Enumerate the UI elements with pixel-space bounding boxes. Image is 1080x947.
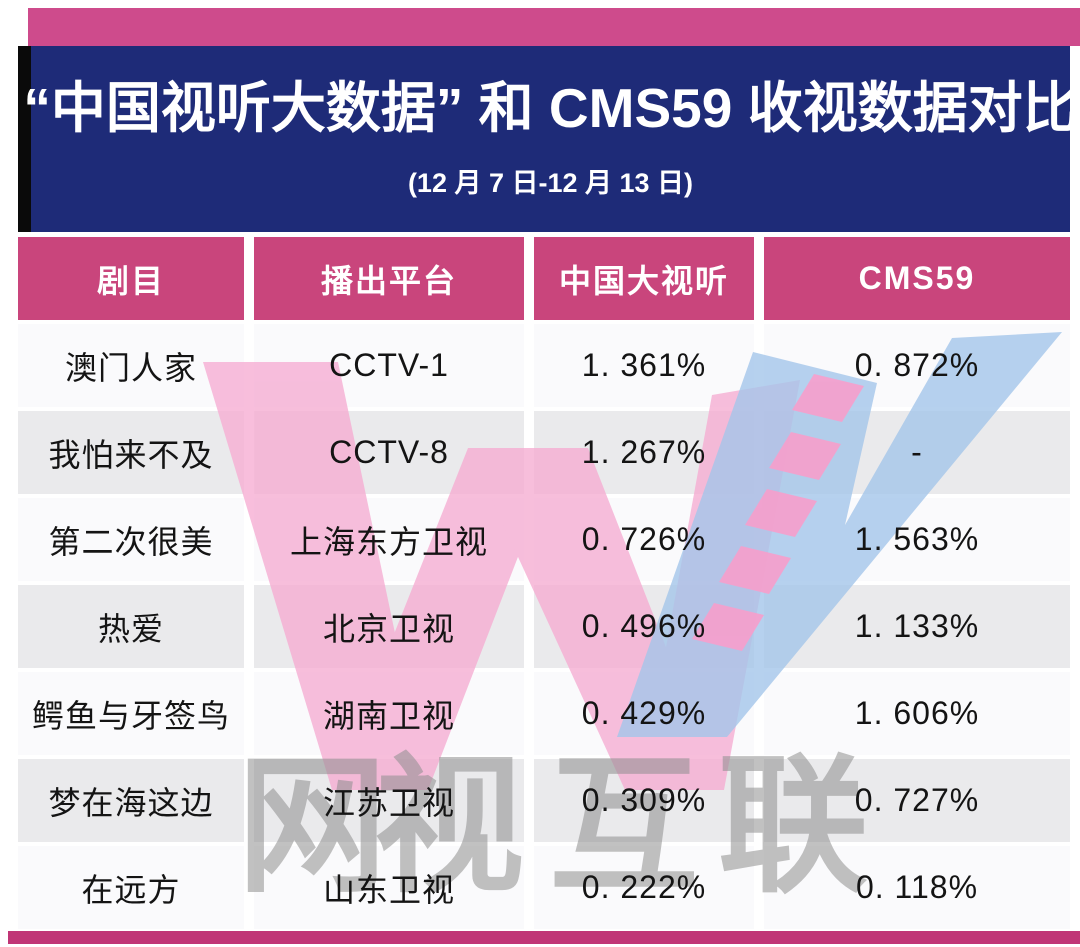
table-row: CCTV-8	[254, 411, 524, 494]
cvb-value: 0. 429%	[581, 695, 707, 731]
drama-title: 在远方	[81, 871, 181, 908]
page-title: “中国视听大数据” 和 CMS59 收视数据对比	[23, 77, 1078, 140]
table-row: 0. 727%	[764, 759, 1070, 842]
table-row: 北京卫视	[254, 585, 524, 668]
platform: 山东卫视	[322, 871, 455, 908]
platform: 北京卫视	[322, 610, 455, 647]
cvb-value: 1. 361%	[581, 347, 707, 383]
table-row: 上海东方卫视	[254, 498, 524, 581]
table-row: 热爱	[18, 585, 244, 668]
table-row: 1. 133%	[764, 585, 1070, 668]
drama-title: 梦在海这边	[48, 784, 214, 821]
cms-value: 0. 118%	[855, 869, 979, 905]
cvb-value: 0. 496%	[581, 608, 707, 644]
cvb-value: 0. 222%	[581, 869, 707, 905]
table-row: 我怕来不及	[18, 411, 244, 494]
table-row: 0. 118%	[764, 846, 1070, 929]
cms-value: 1. 133%	[854, 608, 980, 644]
header-col-cms59: CMS59	[764, 237, 1070, 320]
platform: CCTV-8	[329, 434, 449, 470]
table-row: 山东卫视	[254, 846, 524, 929]
table-row: 0. 496%	[534, 585, 754, 668]
cms-value: -	[911, 434, 923, 470]
table-row: 1. 361%	[534, 324, 754, 407]
table-row: -	[764, 411, 1070, 494]
header-col-drama: 剧目	[18, 237, 244, 320]
drama-title: 鳄鱼与牙签鸟	[31, 697, 230, 734]
page-subtitle: (12 月 7 日-12 月 13 日)	[407, 167, 694, 198]
header-label: 播出平台	[320, 262, 457, 299]
cms-value: 1. 563%	[854, 521, 980, 557]
cvb-value: 1. 267%	[581, 434, 707, 470]
table-row: 澳门人家	[18, 324, 244, 407]
drama-title: 第二次很美	[48, 523, 214, 560]
table-row: 0. 872%	[764, 324, 1070, 407]
cms-value: 1. 606%	[854, 695, 980, 731]
table-row: 湖南卫视	[254, 672, 524, 755]
cms-value: 0. 872%	[854, 347, 980, 383]
drama-title: 热爱	[97, 610, 164, 647]
table-row: 1. 606%	[764, 672, 1070, 755]
platform: 上海东方卫视	[289, 523, 488, 560]
bottom-accent-bar	[8, 931, 1080, 944]
table-row: 0. 222%	[534, 846, 754, 929]
table-row: 江苏卫视	[254, 759, 524, 842]
cms-value: 0. 727%	[854, 782, 980, 818]
platform: 江苏卫视	[322, 784, 455, 821]
table-row: 0. 309%	[534, 759, 754, 842]
header-label: CMS59	[858, 260, 976, 296]
table-row: 第二次很美	[18, 498, 244, 581]
table-row: 0. 726%	[534, 498, 754, 581]
header-col-cvb: 中国大视听	[534, 237, 754, 320]
header-label: 剧目	[96, 262, 165, 299]
platform: 湖南卫视	[322, 697, 455, 734]
table-row: 鳄鱼与牙签鸟	[18, 672, 244, 755]
drama-title: 澳门人家	[64, 349, 197, 386]
cvb-value: 0. 309%	[581, 782, 707, 818]
table-row: 在远方	[18, 846, 244, 929]
top-accent-strip	[28, 8, 1080, 46]
table-row: 1. 563%	[764, 498, 1070, 581]
left-black-bar	[18, 46, 31, 232]
table-row: 0. 429%	[534, 672, 754, 755]
table-row: 1. 267%	[534, 411, 754, 494]
table-row: CCTV-1	[254, 324, 524, 407]
title-banner: “中国视听大数据” 和 CMS59 收视数据对比 (12 月 7 日-12 月 …	[23, 46, 1078, 232]
header-label: 中国大视听	[558, 262, 729, 299]
cvb-value: 0. 726%	[581, 521, 707, 557]
drama-title: 我怕来不及	[48, 436, 214, 473]
table-row: 梦在海这边	[18, 759, 244, 842]
platform: CCTV-1	[329, 347, 449, 383]
ratings-table: 剧目 播出平台 中国大视听 CMS59 澳门人家 CCTV-1 1. 361% …	[18, 237, 1070, 929]
header-col-platform: 播出平台	[254, 237, 524, 320]
